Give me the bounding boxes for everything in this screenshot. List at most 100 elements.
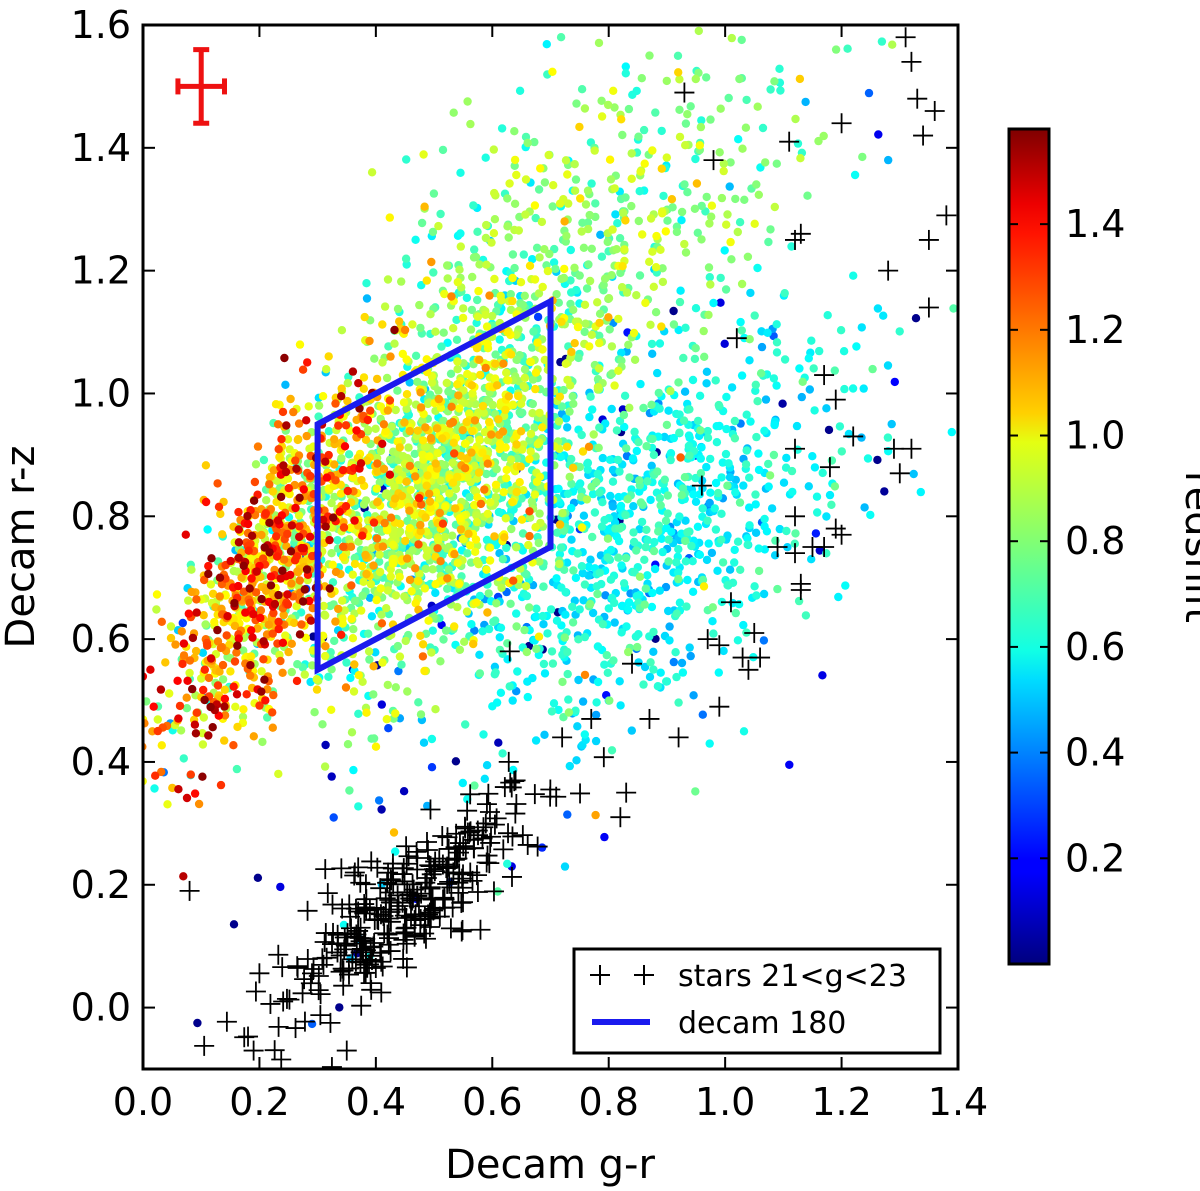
galaxy-point: [528, 409, 537, 418]
galaxy-point: [675, 598, 685, 607]
galaxy-point: [519, 486, 528, 495]
galaxy-point: [695, 550, 705, 559]
galaxy-point: [661, 227, 670, 236]
galaxy-point: [443, 574, 452, 583]
galaxy-point: [730, 434, 740, 443]
star-point: [843, 426, 864, 447]
galaxy-point: [460, 464, 470, 473]
galaxy-point: [588, 532, 597, 542]
galaxy-point: [330, 435, 339, 444]
galaxy-point: [650, 564, 660, 574]
galaxy-point: [683, 110, 692, 119]
galaxy-point: [542, 40, 551, 49]
galaxy-point: [575, 605, 584, 614]
galaxy-point: [484, 624, 494, 634]
galaxy-point: [420, 666, 429, 676]
galaxy-point: [561, 359, 570, 368]
galaxy-point: [359, 384, 368, 393]
galaxy-point: [152, 605, 161, 614]
galaxy-point: [473, 227, 482, 236]
galaxy-point: [712, 422, 721, 431]
galaxy-point: [635, 572, 645, 581]
galaxy-point: [157, 617, 166, 626]
galaxy-point: [466, 119, 475, 129]
star-point: [622, 653, 642, 674]
galaxy-point: [416, 403, 426, 412]
galaxy-point: [561, 156, 571, 165]
galaxy-point: [676, 15, 684, 23]
galaxy-point: [385, 470, 395, 479]
galaxy-point: [713, 566, 722, 575]
galaxy-point: [347, 614, 356, 623]
galaxy-point: [417, 218, 427, 228]
galaxy-point: [651, 308, 661, 317]
galaxy-point: [350, 559, 360, 569]
galaxy-point: [330, 460, 339, 469]
galaxy-point: [617, 356, 626, 365]
galaxy-point: [560, 862, 570, 871]
galaxy-point: [583, 458, 593, 467]
galaxy-point: [814, 136, 823, 146]
galaxy-point: [738, 144, 747, 153]
galaxy-point: [346, 673, 355, 683]
galaxy-point: [476, 499, 486, 509]
galaxy-point: [365, 593, 375, 602]
galaxy-point: [722, 392, 731, 402]
galaxy-point: [567, 288, 576, 297]
galaxy-point: [450, 622, 459, 631]
galaxy-point: [429, 189, 439, 198]
galaxy-point: [399, 452, 408, 461]
galaxy-point: [441, 626, 451, 635]
galaxy-point: [586, 555, 595, 564]
galaxy-point: [276, 574, 285, 583]
galaxy-point: [405, 506, 414, 515]
galaxy-point: [437, 620, 446, 630]
galaxy-point: [752, 591, 761, 600]
galaxy-point: [528, 375, 538, 384]
galaxy-point: [305, 596, 314, 606]
galaxy-point: [380, 302, 390, 311]
galaxy-point: [629, 537, 639, 547]
galaxy-point: [496, 291, 505, 301]
galaxy-point: [408, 546, 417, 555]
galaxy-point: [539, 620, 548, 629]
galaxy-point: [445, 489, 454, 498]
galaxy-point: [362, 569, 371, 579]
galaxy-point: [234, 525, 243, 534]
galaxy-point: [276, 882, 285, 892]
galaxy-point: [201, 497, 211, 507]
galaxy-point: [556, 33, 566, 42]
galaxy-point: [762, 527, 772, 536]
galaxy-point: [649, 282, 658, 291]
galaxy-point: [810, 406, 819, 415]
galaxy-point: [877, 37, 887, 46]
galaxy-point: [458, 778, 467, 788]
galaxy-point: [523, 692, 532, 702]
galaxy-point: [508, 497, 517, 507]
galaxy-point: [491, 493, 500, 502]
galaxy-point: [711, 525, 721, 534]
galaxy-point: [727, 383, 737, 392]
galaxy-point: [614, 314, 623, 324]
galaxy-point: [652, 231, 661, 241]
galaxy-point: [215, 573, 225, 582]
galaxy-point: [655, 339, 665, 348]
galaxy-point: [580, 580, 590, 589]
galaxy-point: [246, 652, 256, 661]
galaxy-point: [649, 665, 658, 674]
galaxy-point: [581, 200, 591, 209]
galaxy-point: [231, 702, 240, 711]
galaxy-point: [422, 355, 431, 364]
galaxy-point: [555, 392, 565, 401]
galaxy-point: [475, 591, 485, 601]
galaxy-point: [653, 368, 662, 378]
galaxy-point: [492, 465, 501, 474]
galaxy-point: [188, 684, 197, 694]
galaxy-point: [490, 374, 500, 383]
galaxy-point: [283, 435, 293, 444]
galaxy-point: [482, 469, 491, 479]
galaxy-point: [494, 507, 504, 517]
star-point: [179, 880, 200, 901]
galaxy-point: [249, 609, 258, 619]
galaxy-point: [150, 784, 159, 793]
